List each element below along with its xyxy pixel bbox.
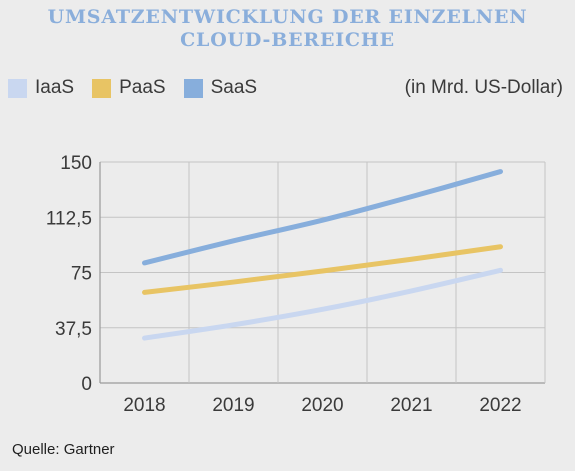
legend-label-iaas: IaaS (35, 77, 75, 98)
y-tick-label: 112,5 (46, 208, 92, 229)
y-tick-label: 150 (60, 153, 92, 174)
x-tick-label: 2022 (479, 395, 521, 416)
legend-swatch-paas (92, 78, 112, 98)
legend-swatch-saas (183, 78, 203, 98)
legend-label-paas: PaaS (119, 77, 166, 98)
x-tick-label: 2020 (301, 395, 343, 416)
legend-item-paas: PaaS (92, 77, 166, 99)
x-tick-label: 2018 (123, 395, 165, 416)
chart-title: UMSATZENTWICKLUNG DER EINZELNEN CLOUD-BE… (0, 6, 575, 52)
series-line-paas (142, 244, 503, 295)
legend-swatch-iaas (8, 78, 27, 98)
legend-item-saas: SaaS (183, 77, 258, 99)
legend-item-iaas: IaaS (8, 77, 74, 99)
chart-title-line-2: CLOUD-BEREICHE (180, 29, 395, 51)
series-line-saas (142, 169, 503, 266)
series-line-iaas (142, 267, 503, 341)
y-tick-label: 0 (81, 374, 92, 395)
unit-label: (in Mrd. US-Dollar) (404, 77, 563, 98)
legend: IaaS PaaS SaaS (8, 76, 275, 100)
x-tick-label: 2019 (212, 395, 254, 416)
legend-label-saas: SaaS (210, 77, 258, 98)
y-tick-label: 37,5 (55, 319, 92, 340)
source-note: Quelle: Gartner (12, 441, 115, 458)
chart-title-line-1: UMSATZENTWICKLUNG DER EINZELNEN (47, 6, 528, 28)
y-tick-label: 75 (71, 264, 92, 285)
x-tick-label: 2021 (390, 395, 432, 416)
